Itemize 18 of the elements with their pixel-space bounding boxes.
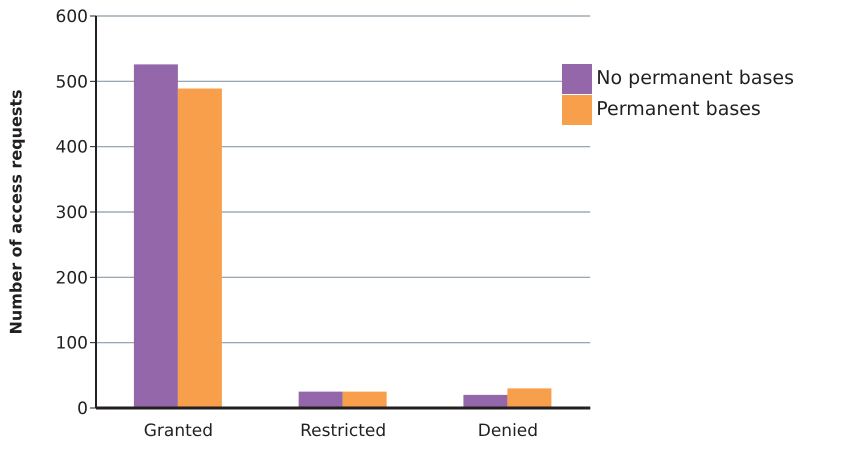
bar (134, 64, 178, 408)
y-tick-label: 600 (56, 7, 88, 28)
y-tick-label: 400 (56, 138, 88, 158)
bar (298, 392, 343, 408)
legend-label: Permanent bases (596, 98, 761, 120)
y-tick-label: 0 (77, 399, 88, 420)
y-tick-label: 300 (56, 203, 88, 224)
bar (178, 88, 222, 408)
x-tick-label: Granted (144, 421, 214, 442)
bar (507, 388, 552, 408)
x-tick-label: Restricted (300, 421, 386, 442)
y-tick-label: 100 (56, 334, 88, 354)
y-tick-label: 200 (56, 268, 88, 288)
legend-label: No permanent bases (596, 67, 794, 89)
y-axis-title: Number of access requests (6, 89, 26, 335)
x-tick-label: Denied (478, 421, 538, 442)
y-tick-label: 500 (56, 72, 88, 92)
bar (342, 392, 387, 408)
